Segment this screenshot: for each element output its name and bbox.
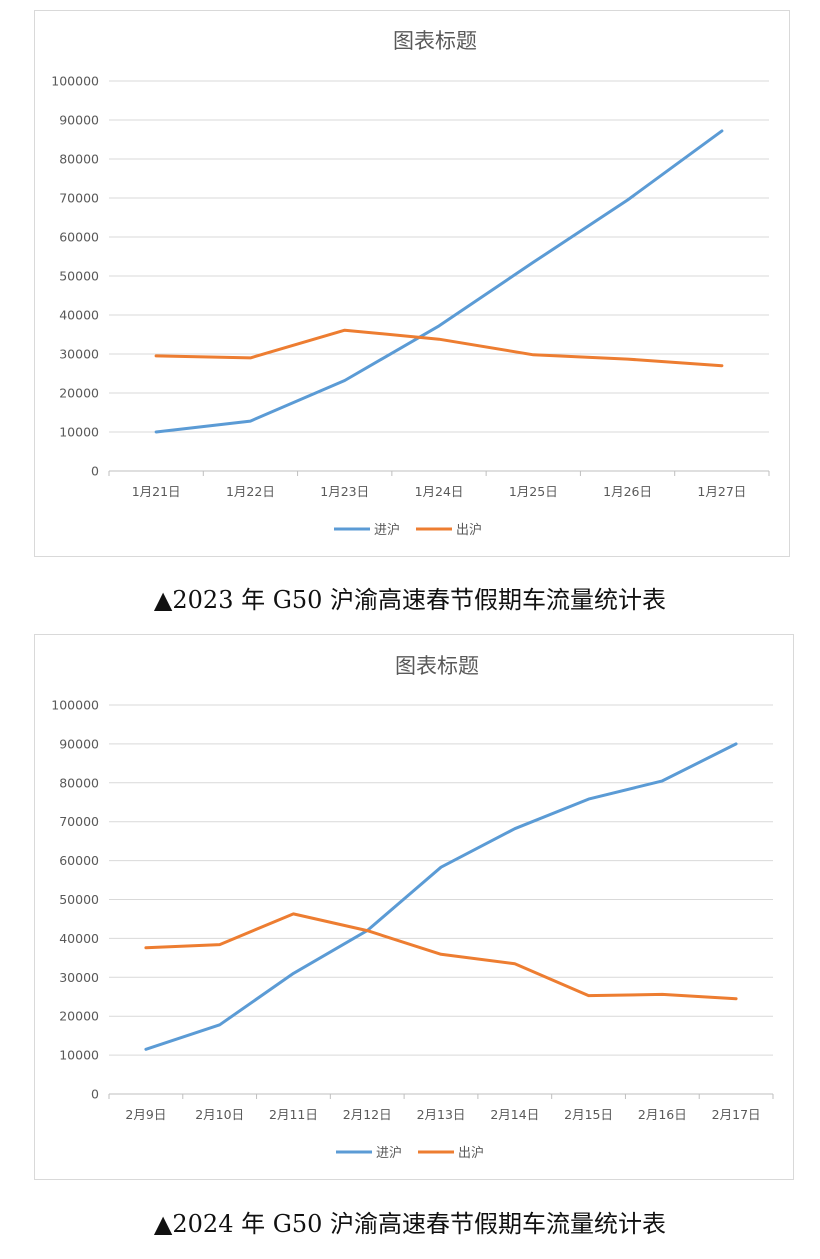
series-line-1 [154,129,724,434]
chart-2023-svg: 图表标题 0 10000 20000 30000 40000 50000 60000 70000… [51,29,770,538]
legend-label-1: 进沪 [374,522,400,538]
series-line-1 [144,742,738,1051]
legend-label-2: 出沪 [456,522,482,538]
x-tick-label: 2月12日 [343,1107,392,1122]
y-tick-label: 100000 [51,698,99,713]
x-tick-label: 1月27日 [697,484,746,499]
y-tick-label: 50000 [59,269,99,284]
y-tick-label: 0 [91,464,99,479]
series-line-2 [144,912,738,1001]
x-tick-label: 2月9日 [125,1107,166,1122]
series-line-2 [154,328,724,368]
y-tick-label: 70000 [59,191,99,206]
x-tick-label: 1月25日 [509,484,558,499]
chart-title: 图表标题 [395,654,479,678]
y-tick-label: 20000 [59,1009,99,1024]
x-tick-label: 2月10日 [195,1107,244,1122]
x-tick-label: 1月21日 [132,484,181,499]
y-tick-label: 40000 [59,308,99,323]
y-tick-label: 90000 [59,113,99,128]
x-tick-label: 1月24日 [415,484,464,499]
x-tick-label: 1月23日 [320,484,369,499]
caption-2023: ▲2023 年 G50 沪渝高速春节假期车流量统计表 [153,586,667,614]
chart-2024-svg: 图表标题 0 10000 20000 30000 40000 50000 60000 70000… [51,654,774,1161]
y-tick-label: 10000 [59,1048,99,1063]
y-tick-label: 100000 [51,74,99,89]
y-tick-label: 50000 [59,892,99,907]
x-tick-label: 2月13日 [417,1107,466,1122]
chart-2024: 图表标题 0 10000 20000 30000 40000 50000 60000 70000… [34,634,794,1180]
y-tick-label: 60000 [59,230,99,245]
y-tick-label: 90000 [59,736,99,751]
x-tick-label: 1月22日 [226,484,275,499]
y-tick-label: 80000 [59,775,99,790]
y-tick-label: 20000 [59,386,99,401]
legend-label-2: 出沪 [458,1145,484,1161]
caption-2024: ▲2024 年 G50 沪渝高速春节假期车流量统计表 [153,1210,667,1238]
y-tick-label: 30000 [59,970,99,985]
x-tick-label: 2月17日 [712,1107,761,1122]
x-tick-label: 2月15日 [564,1107,613,1122]
x-tick-label: 2月16日 [638,1107,687,1122]
y-tick-label: 30000 [59,347,99,362]
chart-title: 图表标题 [393,29,477,53]
x-tick-label: 1月26日 [603,484,652,499]
y-tick-label: 80000 [59,152,99,167]
chart-2023: 图表标题 0 10000 20000 30000 40000 50000 60000 70000… [34,10,790,557]
x-tick-label: 2月14日 [490,1107,539,1122]
y-tick-label: 40000 [59,931,99,946]
y-tick-label: 10000 [59,425,99,440]
legend-label-1: 进沪 [376,1145,402,1161]
x-tick-label: 2月11日 [269,1107,318,1122]
y-tick-label: 70000 [59,814,99,829]
y-tick-label: 0 [91,1087,99,1102]
y-tick-label: 60000 [59,853,99,868]
